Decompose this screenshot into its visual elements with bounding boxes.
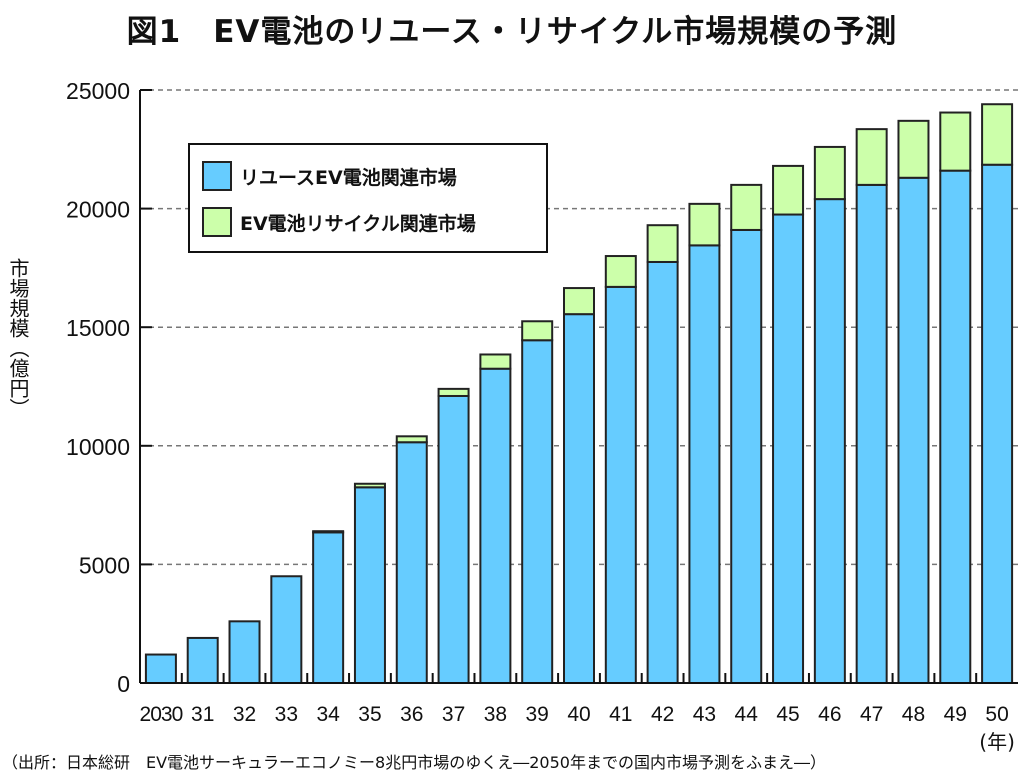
- x-tick-label: 39: [526, 703, 549, 726]
- y-axis-label: 市場規模（億円）: [6, 258, 30, 418]
- source-note: （出所：日本総研 EV電池サーキュラーエコノミー8兆円市場のゆくえ―2050年ま…: [2, 753, 826, 772]
- x-tick-label: 2030: [140, 703, 183, 726]
- legend-label-reuse: リユースEV電池関連市場: [240, 166, 457, 189]
- x-tick-label: 44: [735, 703, 759, 726]
- x-tick-label: 41: [609, 703, 632, 726]
- bar-reuse-47: [855, 183, 888, 684]
- x-tick-label: 38: [484, 703, 507, 726]
- x-axis-label: (年): [979, 730, 1015, 754]
- bar-recycle-38: [479, 353, 512, 370]
- bar-recycle-44: [730, 183, 763, 231]
- bar-recycle-45: [772, 164, 805, 216]
- x-tick-label: 47: [860, 703, 883, 726]
- bar-reuse-41: [604, 285, 637, 684]
- y-tick-label: 25000: [66, 78, 130, 104]
- y-tick-label: 5000: [79, 552, 130, 578]
- legend-item-reuse: リユースEV電池関連市場: [202, 161, 457, 191]
- bar-reuse-2030: [144, 653, 177, 685]
- bar-reuse-36: [395, 441, 428, 684]
- x-tick-label: 36: [400, 703, 423, 726]
- bar-reuse-49: [939, 169, 972, 684]
- bar-reuse-34: [312, 531, 345, 684]
- x-tick-label: 34: [316, 703, 340, 726]
- bar-reuse-44: [730, 228, 763, 684]
- x-tick-label: 33: [275, 703, 298, 726]
- chart-title: 図1 EV電池のリユース・リサイクル市場規模の予測: [126, 14, 898, 50]
- x-tick-label: 42: [651, 703, 674, 726]
- legend: リユースEV電池関連市場 EV電池リサイクル関連市場: [188, 143, 548, 253]
- legend-item-recycle: EV電池リサイクル関連市場: [202, 207, 476, 237]
- x-tick-label: 45: [776, 703, 799, 726]
- x-tick-label: 35: [358, 703, 381, 726]
- x-tick-label: 37: [442, 703, 465, 726]
- bar-recycle-49: [939, 111, 972, 172]
- x-tick-label: 32: [233, 703, 256, 726]
- bar-recycle-37: [437, 387, 470, 397]
- bar-recycle-48: [897, 119, 930, 179]
- bar-recycle-47: [855, 128, 888, 186]
- y-tick-label: 15000: [66, 315, 130, 341]
- x-tick-label: 50: [985, 703, 1008, 726]
- x-tick-label: 49: [944, 703, 967, 726]
- bar-recycle-35: [353, 482, 386, 489]
- legend-swatch-recycle: [202, 207, 232, 237]
- bar-reuse-45: [772, 213, 805, 684]
- bar-recycle-36: [395, 435, 428, 444]
- bar-recycle-46: [813, 145, 846, 201]
- x-tick-label: 46: [818, 703, 841, 726]
- bar-reuse-33: [270, 575, 303, 685]
- legend-swatch-reuse: [202, 161, 232, 191]
- bar-recycle-50: [981, 103, 1014, 166]
- x-tick-label: 40: [567, 703, 590, 726]
- bar-reuse-38: [479, 367, 512, 684]
- legend-label-recycle: EV電池リサイクル関連市場: [240, 212, 476, 235]
- bar-reuse-37: [437, 394, 470, 684]
- bar-reuse-46: [813, 198, 846, 684]
- x-tick-label: 43: [693, 703, 716, 726]
- y-tick-label: 20000: [66, 197, 130, 223]
- bar-recycle-39: [521, 320, 554, 342]
- x-tick-label: 48: [902, 703, 925, 726]
- bar-reuse-50: [981, 163, 1014, 684]
- bar-recycle-34: [312, 530, 345, 534]
- bar-reuse-48: [897, 176, 930, 684]
- bar-recycle-43: [688, 202, 721, 247]
- bar-reuse-39: [521, 339, 554, 684]
- bar-reuse-43: [688, 244, 721, 684]
- x-tick-label: 31: [191, 703, 214, 726]
- y-tick-label: 10000: [66, 434, 130, 460]
- bar-recycle-41: [604, 255, 637, 288]
- bar-reuse-40: [563, 313, 595, 684]
- bar-reuse-35: [353, 486, 386, 684]
- bar-recycle-42: [646, 224, 679, 263]
- y-tick-label: 0: [117, 671, 130, 697]
- bar-reuse-32: [228, 620, 261, 685]
- bar-reuse-31: [186, 636, 219, 685]
- bar-recycle-40: [563, 287, 595, 316]
- bar-reuse-42: [646, 260, 679, 684]
